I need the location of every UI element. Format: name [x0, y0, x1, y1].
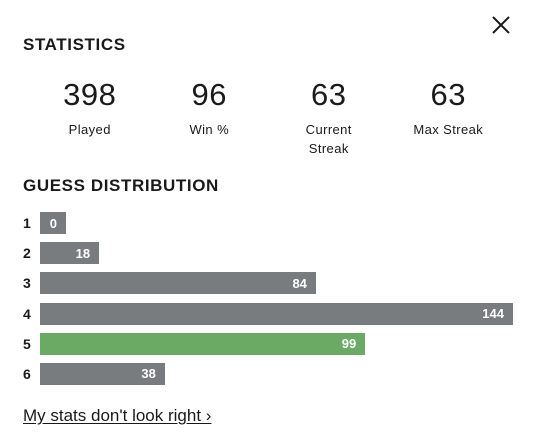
distribution-bar: 18: [40, 242, 100, 265]
distribution-row-6: 6 38: [23, 362, 513, 385]
guess-number: 6: [23, 365, 31, 382]
guess-number: 3: [23, 275, 31, 292]
distribution-bar: 99: [40, 332, 366, 355]
statistics-title: STATISTICS: [23, 35, 126, 54]
distribution-row-5: 5 99: [23, 332, 513, 355]
guess-number: 4: [23, 305, 31, 322]
stat-current-streak: 63 Current Streak: [269, 78, 389, 158]
stats-feedback-link[interactable]: My stats don't look right ›: [23, 406, 212, 425]
stat-value: 96: [191, 77, 227, 112]
stat-label: Current Streak: [305, 122, 352, 156]
bar-track: 144: [40, 302, 513, 325]
guess-distribution: 1 0 2 18 3 84 4 144 5 99 6 38: [23, 212, 513, 393]
stat-max-streak: 63 Max Streak: [389, 78, 509, 158]
bar-track: 18: [40, 242, 513, 265]
distribution-bar: 144: [40, 302, 513, 325]
stat-value: 398: [63, 77, 117, 112]
bar-track: 84: [40, 272, 513, 295]
stat-value: 63: [311, 77, 347, 112]
statistics-row: 398 Played 96 Win % 63 Current Streak 63…: [30, 78, 508, 158]
close-button[interactable]: [486, 10, 516, 40]
stat-win-percent: 96 Win %: [150, 78, 270, 158]
bar-track: 99: [40, 332, 513, 355]
guess-number: 1: [23, 215, 31, 231]
stat-played: 398 Played: [30, 78, 150, 158]
guess-number: 2: [23, 245, 31, 262]
stat-label: Win %: [189, 122, 230, 137]
stat-label: Played: [68, 122, 111, 137]
distribution-row-2: 2 18: [23, 242, 513, 265]
stat-label: Max Streak: [413, 122, 484, 137]
distribution-row-4: 4 144: [23, 302, 513, 325]
guess-distribution-title: GUESS DISTRIBUTION: [23, 176, 219, 195]
bar-track: 38: [40, 362, 513, 385]
distribution-bar: 0: [40, 212, 66, 234]
close-icon: [492, 16, 510, 34]
bar-track: 0: [40, 212, 513, 234]
distribution-bar: 84: [40, 272, 316, 295]
distribution-bar: 38: [40, 362, 165, 385]
distribution-row-3: 3 84: [23, 272, 513, 295]
stat-value: 63: [430, 77, 466, 112]
guess-number: 5: [23, 335, 31, 352]
